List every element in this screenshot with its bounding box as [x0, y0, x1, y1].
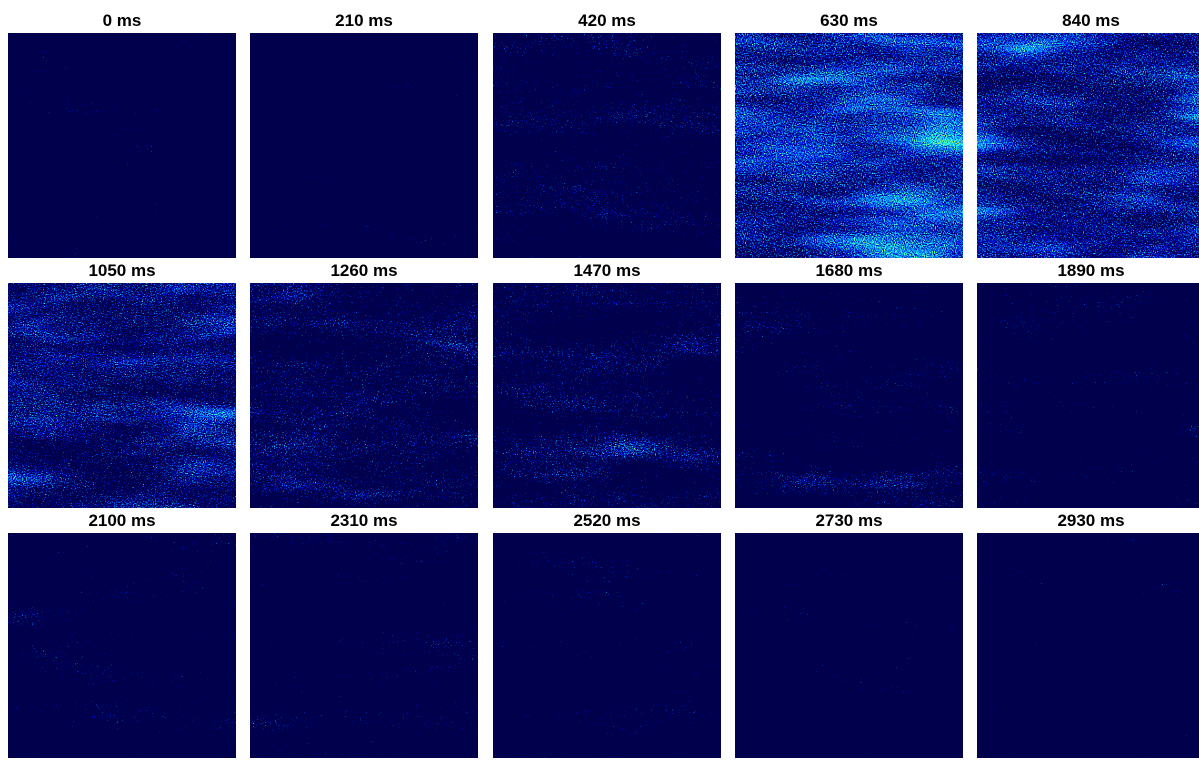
frame-image: [977, 533, 1199, 758]
frame-title: 210 ms: [335, 11, 393, 30]
frame-image: [8, 33, 236, 258]
frame-title: 1050 ms: [88, 261, 155, 280]
frame-image: [250, 33, 478, 258]
frame-title: 2930 ms: [1057, 511, 1124, 530]
frame-image: [493, 283, 721, 508]
frame-title: 2520 ms: [573, 511, 640, 530]
frame-image: [8, 533, 236, 758]
frame-title: 1260 ms: [330, 261, 397, 280]
frame-image: [493, 33, 721, 258]
frame-title: 1890 ms: [1057, 261, 1124, 280]
frame-title: 0 ms: [103, 11, 142, 30]
frame-image: [8, 283, 236, 508]
frame-image: [977, 33, 1199, 258]
frame-image: [735, 533, 963, 758]
frame-image: [250, 533, 478, 758]
frame-image: [977, 283, 1199, 508]
frame-image: [250, 283, 478, 508]
frame-title: 1680 ms: [815, 261, 882, 280]
frame-title: 420 ms: [578, 11, 636, 30]
frame-title: 1470 ms: [573, 261, 640, 280]
frame-image: [493, 533, 721, 758]
frame-title: 630 ms: [820, 11, 878, 30]
figure: 0 ms 210 ms 420 ms 630 ms 840 ms 1050 ms 1260 …: [0, 0, 1199, 758]
frame-title: 2310 ms: [330, 511, 397, 530]
frame-title: 840 ms: [1062, 11, 1120, 30]
frame-title: 2100 ms: [88, 511, 155, 530]
frame-title: 2730 ms: [815, 511, 882, 530]
frame-image: [735, 33, 963, 258]
frame-image: [735, 283, 963, 508]
